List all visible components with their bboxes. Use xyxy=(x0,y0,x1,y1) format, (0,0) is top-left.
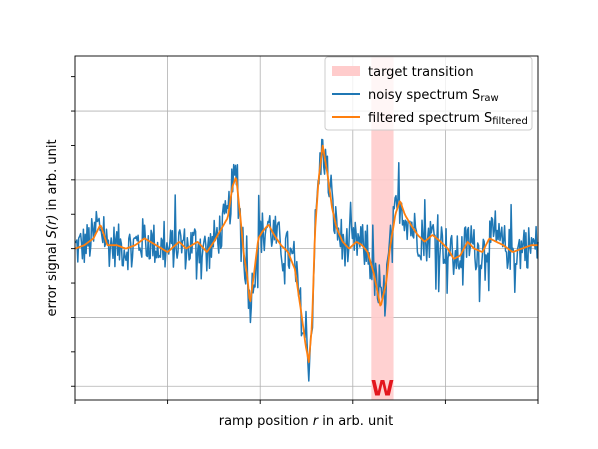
legend-filtered-label: filtered spectrum Sfiltered xyxy=(368,111,528,127)
legend: target transition noisy spectrum Sraw fi… xyxy=(324,56,533,131)
noisy-spectrum-line xyxy=(74,138,539,382)
legend-raw-label: noisy spectrum Sraw xyxy=(368,88,499,104)
series-layer xyxy=(74,138,539,382)
target-marker-label: W xyxy=(371,377,394,401)
plot-frame xyxy=(74,55,539,401)
y-axis-label: error signal S(r) in arb. unit xyxy=(45,139,60,316)
axes-layer xyxy=(71,55,539,404)
x-axis-label: ramp position r in arb. unit xyxy=(219,414,393,429)
legend-span-swatch xyxy=(332,66,360,76)
target-transition-span xyxy=(371,56,394,400)
legend-frame xyxy=(324,56,533,131)
span-layer xyxy=(371,56,394,400)
legend-span-label: target transition xyxy=(368,65,474,80)
filtered-spectrum-line xyxy=(74,144,538,364)
